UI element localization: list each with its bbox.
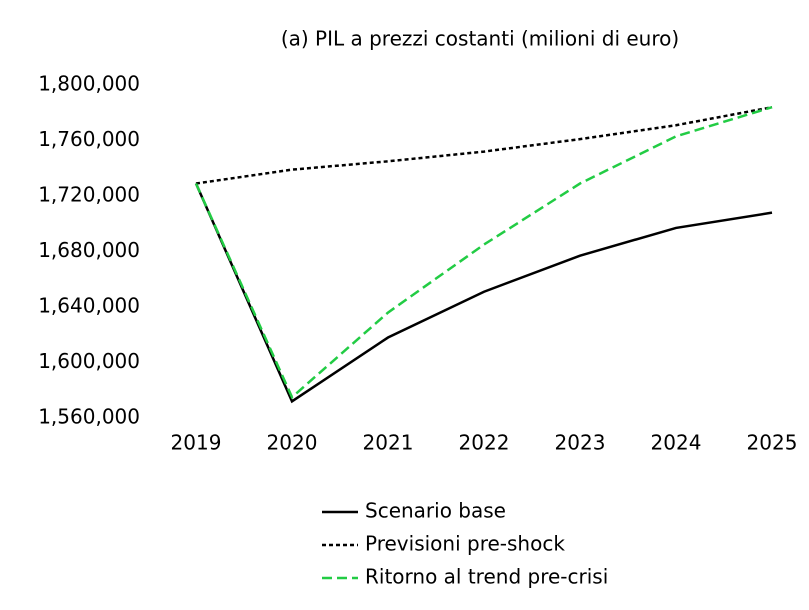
x-tick-label: 2025 bbox=[747, 431, 798, 455]
x-tick-label: 2022 bbox=[459, 431, 510, 455]
y-tick-label: 1,800,000 bbox=[38, 72, 140, 96]
y-tick-label: 1,680,000 bbox=[38, 238, 140, 262]
y-tick-label: 1,720,000 bbox=[38, 183, 140, 207]
y-tick-label: 1,560,000 bbox=[38, 405, 140, 429]
y-tick-label: 1,760,000 bbox=[38, 127, 140, 151]
x-tick-label: 2024 bbox=[651, 431, 702, 455]
x-tick-label: 2020 bbox=[267, 431, 318, 455]
y-tick-label: 1,640,000 bbox=[38, 294, 140, 318]
x-tick-label: 2021 bbox=[363, 431, 414, 455]
x-tick-label: 2023 bbox=[555, 431, 606, 455]
legend-label: Scenario base bbox=[365, 499, 506, 523]
line-series bbox=[195, 105, 773, 185]
line-series bbox=[194, 183, 773, 404]
x-tick-label: 2019 bbox=[171, 431, 222, 455]
legend-label: Previsioni pre-shock bbox=[365, 532, 565, 556]
chart-title: (a) PIL a prezzi costanti (milioni di eu… bbox=[281, 27, 679, 51]
line-series bbox=[194, 106, 773, 400]
legend-label: Ritorno al trend pre-crisi bbox=[365, 565, 608, 589]
y-tick-label: 1,600,000 bbox=[38, 349, 140, 373]
